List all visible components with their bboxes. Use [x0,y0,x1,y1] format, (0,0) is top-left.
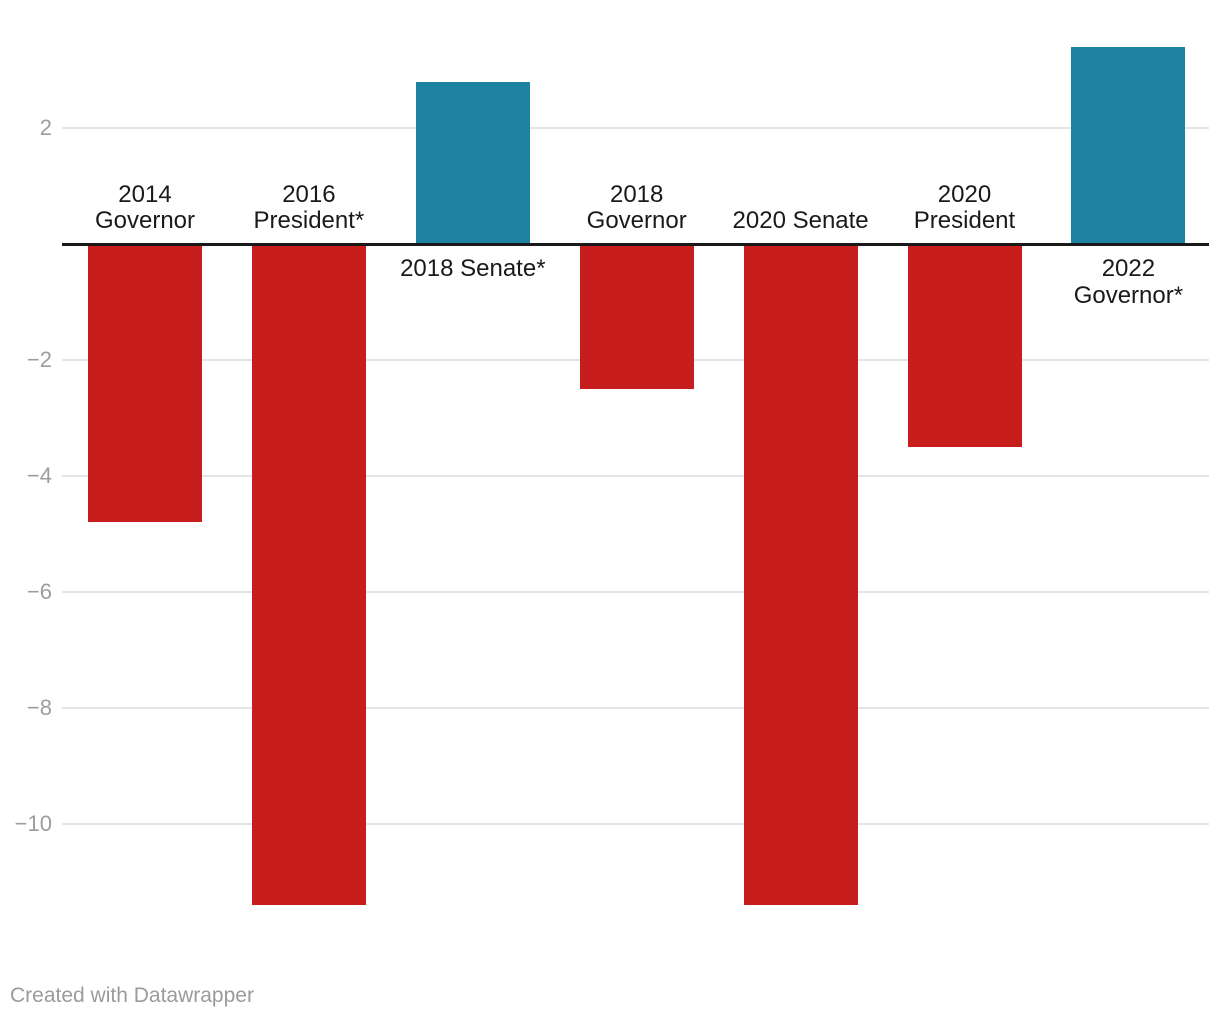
y-axis-tick-label: −4 [26,463,52,488]
y-axis-tick-label: −10 [14,810,52,836]
bar-label-line: President [913,207,1016,234]
y-axis-tick-label: 2 [39,115,52,141]
bar-label-2020-senate: 2020 Senate [689,208,913,234]
bar-label-2018-senate: 2018 Senate* [361,255,585,282]
bar-label-line: President* [253,207,365,234]
bar-label-line: Governor* [1073,282,1184,309]
zero-baseline [62,243,1209,246]
datawrapper-credit-link[interactable]: Created with Datawrapper [10,984,254,1007]
bar-2020-senate [743,244,858,905]
bar-label-line: 2018 Senate* [400,255,546,282]
bar-label-line: Governor [94,207,196,234]
bar-2022-governor [1071,47,1186,245]
y-axis-tick-label: −8 [26,694,52,720]
bar-label-line: Governor [586,207,687,234]
bar-2020-president [907,244,1022,447]
gridline-minus-10 [62,822,1209,825]
y-axis-tick-label: −6 [26,578,52,604]
bar-label-line: 2018 [609,181,664,208]
bar-label-2020-president: 2020 President [853,182,1077,234]
bar-label-line: 2016 [282,181,336,208]
bar-label-2018-governor: 2018 Governor [525,182,749,234]
bar-label-2016-president: 2016 President* [197,182,421,234]
bar-2014-governor [88,244,202,523]
bar-2018-governor [579,244,694,390]
bar-label-2022-governor: 2022 Governor* [1016,255,1220,309]
bar-label-line: 2022 [1101,255,1156,282]
bar-2018-senate [415,81,530,245]
bar-label-line: 2014 [118,181,172,208]
gridline-minus-4 [62,475,1209,477]
y-axis-tick-label: −2 [26,347,52,373]
bar-2016-president [251,244,366,905]
gridline-minus-6 [62,590,1209,593]
gridline-2 [62,127,1209,130]
bar-label-line: 2020 [937,181,992,208]
gridline-minus-8 [62,706,1209,709]
bar-label-line: 2020 Senate [732,207,869,234]
bar-label-2014-governor: 2014 Governor [33,182,257,234]
